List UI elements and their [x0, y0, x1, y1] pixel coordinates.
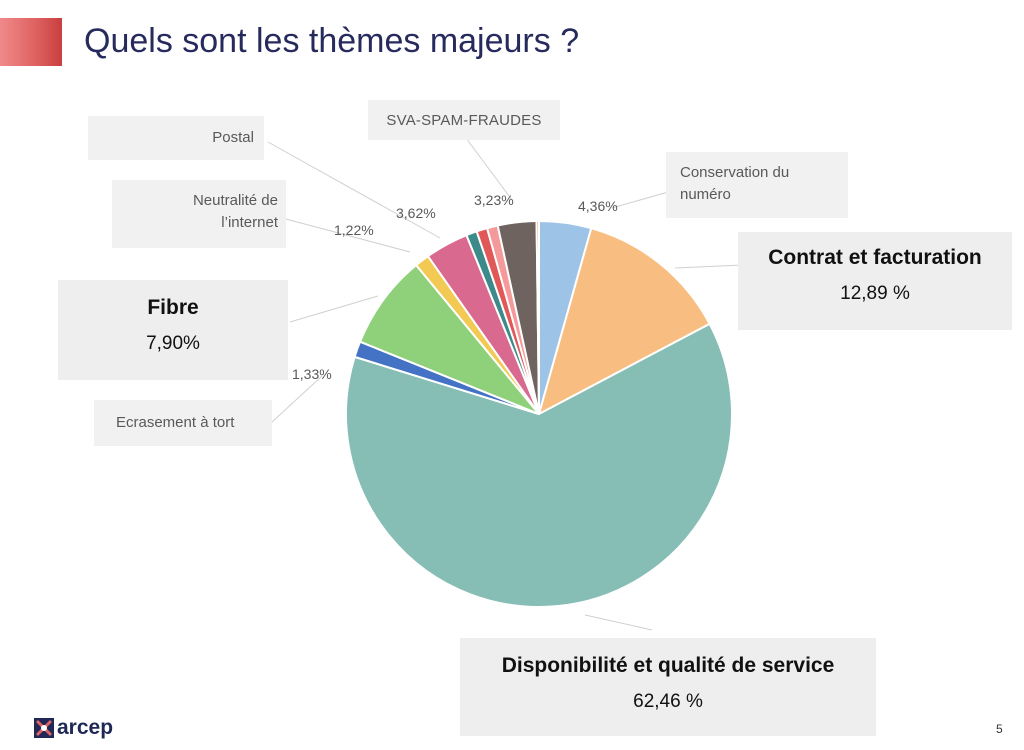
leader-line-disponibilite: [584, 614, 653, 631]
label-conservation: Conservation du numéro: [666, 152, 848, 218]
leader-lines: [267, 137, 743, 631]
slide-title: Quels sont les thèmes majeurs ?: [84, 22, 580, 60]
label-postal: Postal: [88, 116, 264, 160]
leader-line-fibre: [289, 295, 379, 323]
label-ecrasement-text: Ecrasement à tort: [116, 414, 235, 431]
page-number: 5: [996, 722, 1003, 736]
pie-slice-2: [345, 322, 733, 608]
label-fibre: Fibre 7,90%: [58, 280, 288, 380]
leader-line-contrat: [674, 264, 743, 269]
label-disponibilite-value: 62,46 %: [633, 691, 703, 712]
label-disponibilite: Disponibilité et qualité de service 62,4…: [460, 638, 876, 736]
leader-line-sva: [465, 137, 513, 201]
slice-value-postal: 3,62%: [396, 205, 436, 221]
label-postal-text: Postal: [212, 129, 254, 146]
label-disponibilite-title: Disponibilité et qualité de service: [501, 654, 835, 677]
leader-line-ecrasement: [271, 375, 323, 423]
title-accent-bar: [0, 18, 62, 66]
label-ecrasement: Ecrasement à tort: [94, 400, 272, 446]
leader-line-postal: [267, 141, 441, 239]
pie-slice-4: [358, 263, 540, 415]
arcep-logo: arcep: [34, 716, 113, 740]
label-contrat-value: 12,89 %: [840, 283, 910, 304]
label-fibre-title: Fibre: [147, 296, 199, 319]
label-contrat: Contrat et facturation 12,89 %: [738, 232, 1012, 330]
slice-value-ecrasement: 1,33%: [292, 366, 332, 382]
leader-line-neutralite: [281, 217, 411, 253]
slice-value-conservation: 4,36%: [578, 198, 618, 214]
label-sva-text: SVA-SPAM-FRAUDES: [386, 112, 542, 129]
label-neutralite: Neutralité de l’internet: [112, 180, 286, 248]
arcep-logo-icon: [34, 718, 54, 738]
label-conservation-text: Conservation du numéro: [680, 164, 790, 203]
logo-text: arcep: [57, 716, 114, 739]
label-sva: SVA-SPAM-FRAUDES: [368, 100, 560, 140]
slice-value-sva: 3,23%: [474, 192, 514, 208]
label-neutralite-text: Neutralité de l’internet: [192, 192, 278, 231]
pie-slice-11: [535, 219, 540, 415]
label-fibre-value: 7,90%: [146, 333, 200, 354]
label-contrat-title: Contrat et facturation: [768, 246, 982, 269]
pie-slice-1: [537, 226, 712, 416]
slice-value-neutralite: 1,22%: [334, 222, 374, 238]
